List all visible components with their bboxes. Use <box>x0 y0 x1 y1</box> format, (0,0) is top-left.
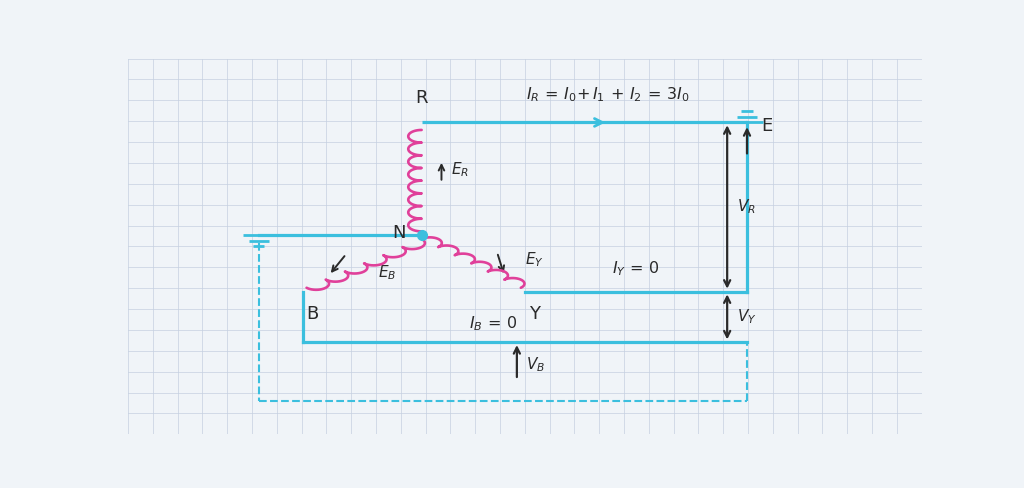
Text: $E_R$: $E_R$ <box>451 160 469 179</box>
Text: R: R <box>416 89 428 107</box>
Text: $I_Y\, =\, 0$: $I_Y\, =\, 0$ <box>612 260 659 278</box>
Text: $V_B$: $V_B$ <box>526 355 546 374</box>
Text: $I_R\, =\, I_0{+}\, I_1\, +\, I_2\, =\, 3I_0$: $I_R\, =\, I_0{+}\, I_1\, +\, I_2\, =\, … <box>526 85 690 103</box>
Text: E: E <box>761 117 772 135</box>
Text: $I_B\, =\, 0$: $I_B\, =\, 0$ <box>469 314 517 333</box>
Text: Y: Y <box>528 305 540 323</box>
Text: B: B <box>306 305 318 323</box>
Text: $V_R$: $V_R$ <box>736 198 756 216</box>
Text: $V_Y$: $V_Y$ <box>736 307 757 326</box>
Text: $E_B$: $E_B$ <box>378 264 396 282</box>
Text: $E_Y$: $E_Y$ <box>524 250 544 269</box>
Text: N: N <box>392 224 406 242</box>
